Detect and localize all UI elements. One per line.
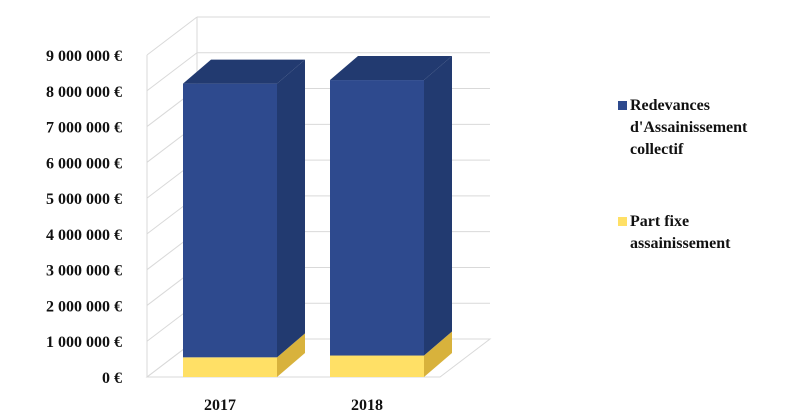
y-tick-label: 4 000 000 € — [46, 227, 122, 244]
y-tick-label: 5 000 000 € — [46, 191, 122, 208]
bar-side-2017-0 — [277, 333, 305, 377]
y-tick-label: 2 000 000 € — [46, 298, 122, 315]
bar-top-2018 — [330, 56, 452, 81]
x-tick-label: 2017 — [204, 397, 236, 414]
y-tick-label: 0 € — [102, 370, 122, 387]
legend-label: assainissement — [630, 235, 731, 252]
y-tick-label: 6 000 000 € — [46, 155, 122, 172]
gridline-side — [146, 52, 198, 92]
legend-label: d'Assainissement — [630, 119, 748, 136]
bar-2017-redevances — [183, 83, 277, 358]
bar-2018-redevances — [330, 80, 424, 356]
y-tick-label: 9 000 000 € — [46, 48, 122, 65]
legend-swatch-0 — [618, 101, 627, 110]
legend-label: Part fixe — [630, 213, 689, 230]
bar-side-2018-1 — [424, 56, 452, 356]
y-tick-label: 8 000 000 € — [46, 84, 122, 101]
bar-2017-part-fixe — [183, 357, 277, 377]
y-tick-label: 1 000 000 € — [46, 334, 122, 351]
bar-side-2018-0 — [424, 331, 452, 377]
bar-2018-part-fixe — [330, 355, 424, 377]
legend-label: collectif — [630, 141, 684, 158]
legend-swatch-1 — [618, 217, 627, 226]
bar-side-2017-1 — [277, 59, 305, 358]
legend-label: Redevances — [630, 97, 710, 114]
bar-top-2017 — [183, 59, 305, 84]
y-tick-label: 7 000 000 € — [46, 120, 122, 137]
gridline-side — [146, 16, 198, 56]
y-tick-label: 3 000 000 € — [46, 263, 122, 280]
x-tick-label: 2018 — [351, 397, 383, 414]
